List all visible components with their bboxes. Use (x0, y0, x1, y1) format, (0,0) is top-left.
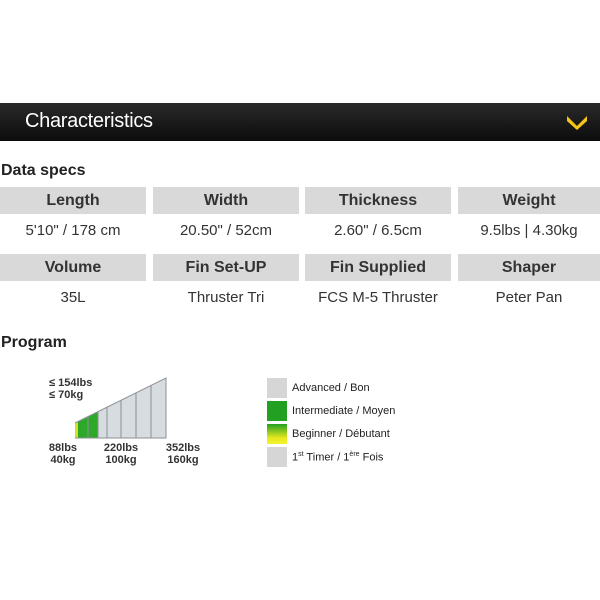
max-weight-lbs: ≤ 154lbs (49, 377, 93, 389)
beginner-range (75, 378, 78, 438)
spec-header: Fin Supplied (305, 254, 451, 281)
spec-header: Volume (0, 254, 146, 281)
spec-value: 2.60" / 6.5cm (334, 222, 422, 239)
header-title: Characteristics (25, 110, 153, 132)
data-specs-title: Data specs (1, 162, 86, 179)
spec-header: Fin Set-UP (153, 254, 299, 281)
legend-beginner: Beginner / Débutant (292, 428, 390, 440)
axis-tick-220: 220lbs 100kg (103, 442, 139, 466)
axis-tick-88: 88lbs 40kg (48, 442, 78, 466)
legend-swatch-first-timer (267, 447, 287, 467)
legend-intermediate: Intermediate / Moyen (292, 405, 396, 417)
spec-header: Shaper (458, 254, 600, 281)
spec-value: FCS M-5 Thruster (318, 289, 438, 306)
spec-value: Peter Pan (495, 289, 563, 306)
spec-header: Length (0, 187, 146, 214)
spec-header: Thickness (305, 187, 451, 214)
legend-first-timer: 1st Timer / 1ère Fois (292, 451, 384, 464)
spec-header: Weight (458, 187, 600, 214)
spec-value: Thruster Tri (187, 289, 265, 306)
max-weight-kg: ≤ 70kg (49, 389, 84, 401)
spec-header: Width (153, 187, 299, 214)
legend-swatch-beginner (267, 424, 287, 444)
legend-swatch-advanced (267, 378, 287, 398)
program-title: Program (1, 334, 67, 351)
spec-value: 35L (60, 289, 86, 306)
characteristics-header[interactable]: Characteristics (0, 103, 600, 141)
chevron-down-icon[interactable] (566, 113, 588, 131)
legend-swatch-intermediate (267, 401, 287, 421)
spec-value: 5'10" / 178 cm (25, 222, 121, 239)
legend-advanced: Advanced / Bon (292, 382, 370, 394)
axis-tick-352: 352lbs 160kg (165, 442, 201, 466)
spec-value: 9.5lbs | 4.30kg (480, 222, 578, 239)
spec-value: 20.50" / 52cm (179, 222, 273, 239)
